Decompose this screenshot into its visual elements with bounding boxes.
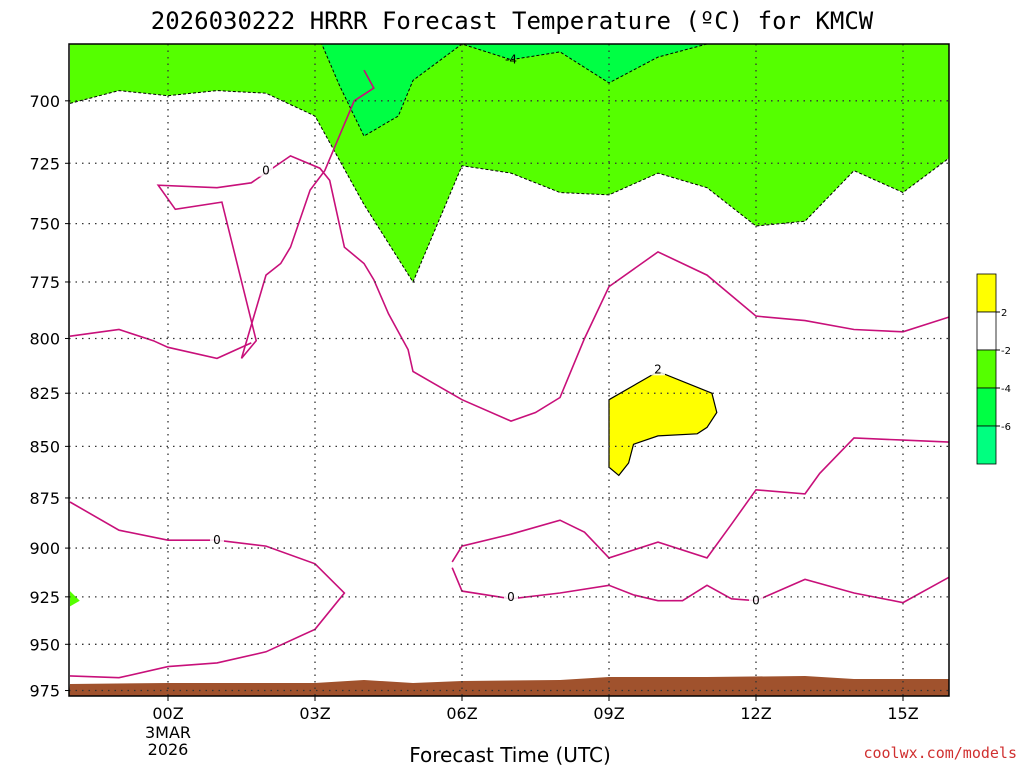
y-tick-label: 825	[29, 384, 60, 403]
cold-region-fill	[70, 44, 949, 282]
legend-swatch	[976, 349, 997, 389]
x-axis-label: Forecast Time (UTC)	[409, 743, 611, 767]
plot-frame	[68, 43, 950, 697]
y-tick-label: 925	[29, 588, 60, 607]
warm-pocket-fill	[608, 370, 718, 477]
x-date-label: 2026	[148, 740, 189, 759]
contour-label: 0	[262, 164, 270, 178]
terrain-surface	[69, 676, 949, 696]
x-tick-label: 09Z	[593, 704, 624, 723]
x-tick-label: 00Z	[152, 704, 183, 723]
contour-label: -4	[505, 53, 517, 67]
legend-label: -4	[1001, 384, 1011, 395]
y-tick-label: 700	[29, 92, 60, 111]
y-tick-label: 850	[29, 437, 60, 456]
legend-label: -6	[1001, 422, 1011, 433]
contour-label-bg	[749, 593, 763, 607]
x-tick-label: 12Z	[740, 704, 771, 723]
upper-zero-line	[156, 69, 949, 422]
contour-label: 0	[507, 590, 515, 604]
legend-swatch	[976, 387, 997, 427]
y-tick-label: 750	[29, 215, 60, 234]
y-tick-label: 975	[29, 682, 60, 701]
minus4-contour-line	[69, 90, 949, 284]
y-tick-label: 775	[29, 273, 60, 292]
lower-zero-line	[69, 501, 346, 679]
x-tick-label: 15Z	[887, 704, 918, 723]
contour-label-bg	[651, 362, 665, 376]
contour-label: 2	[654, 362, 662, 376]
legend-swatch	[976, 311, 997, 351]
contour-label: 0	[752, 594, 760, 608]
source-credit[interactable]: coolwx.com/models	[863, 744, 1017, 762]
bottom-zero-line	[451, 567, 949, 604]
y-tick-label: 900	[29, 539, 60, 558]
chart-title: 2026030222 HRRR Forecast Temperature (ºC…	[151, 7, 874, 35]
color-legend: 2 -2 -4 -6	[976, 273, 1011, 465]
plot-area: -4 0 0 2 0 0 700 725 750 775 800 825 850 875 900 925 950…	[29, 43, 950, 759]
legend-swatch	[976, 273, 997, 313]
legend-label: -2	[1001, 346, 1011, 357]
y-tick-label: 800	[29, 329, 60, 348]
legend-swatch	[976, 425, 997, 465]
y-tick-label: 725	[29, 154, 60, 173]
surface-cold-spot	[70, 591, 80, 607]
y-tick-label: 875	[29, 489, 60, 508]
x-tick-label: 06Z	[446, 704, 477, 723]
x-date-label: 3MAR	[145, 723, 191, 742]
left-zero-loop	[69, 328, 252, 360]
contour-label-bg	[504, 589, 518, 603]
y-tick-label: 950	[29, 635, 60, 654]
right-zero-line	[451, 437, 949, 563]
contour-label-bg	[210, 533, 224, 547]
colder-pocket-fill	[321, 44, 707, 137]
contour-label-bg	[259, 163, 273, 177]
x-tick-label: 03Z	[299, 704, 330, 723]
plot-inner: -4 0 0 2 0 0	[69, 44, 949, 696]
legend-label: 2	[1001, 308, 1007, 319]
contour-label: 0	[213, 533, 221, 547]
